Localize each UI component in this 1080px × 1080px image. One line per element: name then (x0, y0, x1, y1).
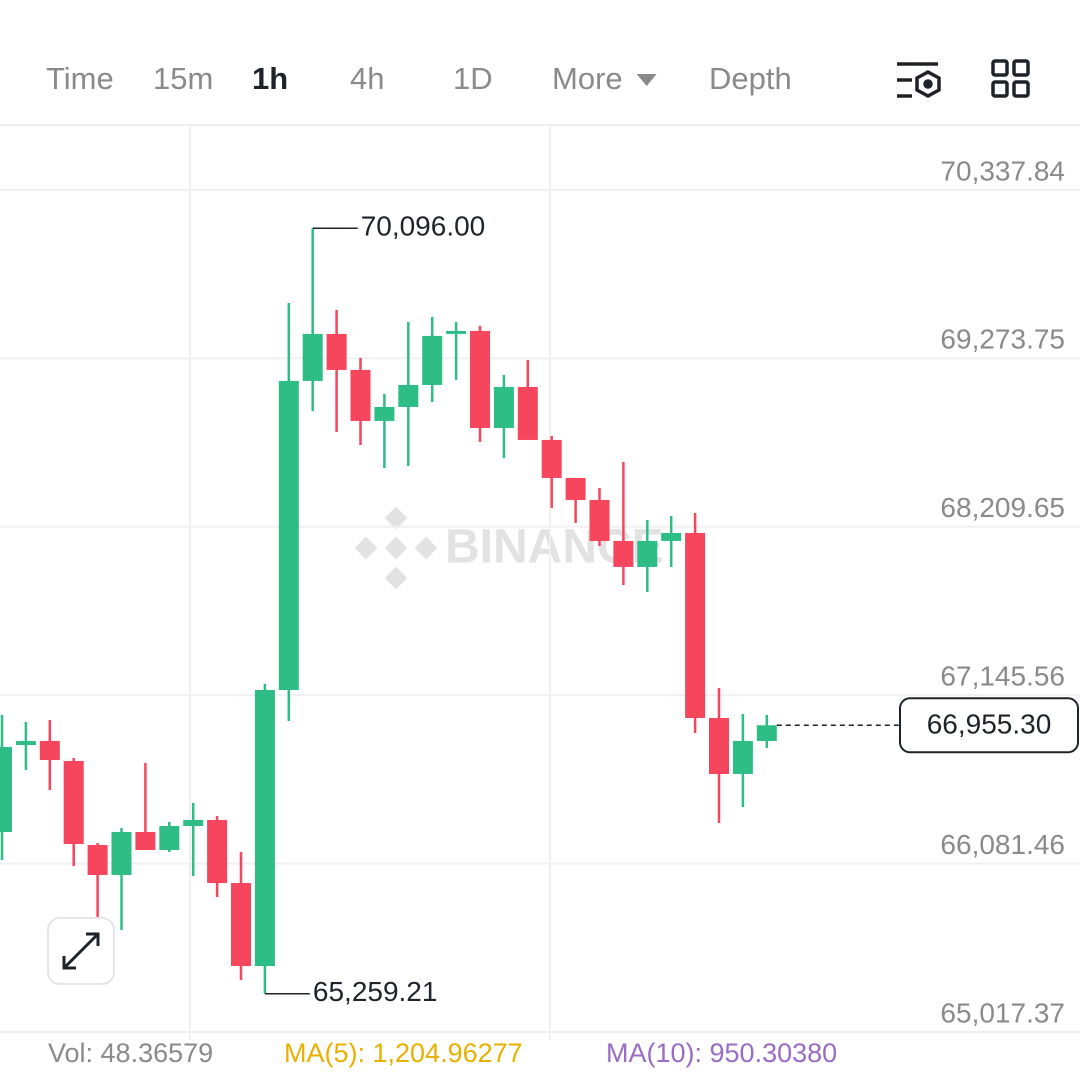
candle-body (541, 439, 562, 478)
candle-body (87, 844, 108, 876)
y-tick-label: 68,209.65 (940, 492, 1065, 523)
candle-body (398, 384, 419, 407)
timeframe-tab[interactable]: Depth (709, 61, 792, 96)
y-tick-label: 67,145.56 (940, 661, 1065, 692)
timeframe-tab[interactable]: More (552, 61, 623, 96)
candle-body (517, 386, 538, 440)
candle-body (231, 883, 251, 967)
candle-body (15, 740, 36, 745)
timeframe-tab[interactable]: 4h (350, 61, 384, 96)
timeframe-tab[interactable]: 1h (252, 61, 288, 96)
vol-label: Vol: 48.36579 (48, 1038, 213, 1068)
current-price-label: 66,955.30 (927, 709, 1052, 740)
y-tick-label: 69,273.75 (940, 324, 1065, 355)
candle-body (470, 330, 490, 428)
candle-body (159, 826, 180, 850)
timeframe-tab[interactable]: Time (46, 61, 114, 96)
candle-body (661, 532, 682, 541)
candle-body (374, 406, 395, 421)
timeframe-tab[interactable]: 15m (153, 61, 213, 96)
candle-body (613, 540, 634, 567)
timeframe-tab[interactable]: 1D (453, 61, 493, 96)
candle-body (111, 832, 132, 876)
settings-icon[interactable] (897, 62, 941, 98)
max-label: 70,096.00 (361, 211, 486, 242)
candle-body (756, 725, 777, 741)
candle-body (589, 499, 610, 541)
candle-body (183, 819, 204, 827)
candle-body (709, 717, 729, 774)
candle-body (135, 832, 156, 850)
layout-icon[interactable] (991, 59, 1030, 98)
candle-body (302, 333, 323, 381)
y-tick-label: 70,337.84 (940, 155, 1065, 186)
current-price-box (899, 697, 1079, 754)
candle-body (0, 746, 12, 833)
candle-body (493, 386, 514, 428)
y-tick-label: 66,081.46 (940, 829, 1065, 860)
candle-body (685, 532, 706, 718)
y-tick-label: 65,017.37 (940, 997, 1065, 1028)
candle-body (278, 380, 299, 690)
candle-body (39, 740, 60, 760)
candle-body (350, 369, 371, 421)
candle-body (254, 689, 275, 967)
candle-body (565, 477, 586, 500)
candle-body (207, 819, 228, 884)
ma5-label: MA(5): 1,204.96277 (284, 1038, 523, 1068)
min-label: 65,259.21 (313, 976, 438, 1007)
candle-body (732, 740, 753, 774)
candle-body (326, 333, 347, 370)
ma10-label: MA(10): 950.30380 (606, 1038, 837, 1068)
fullscreen-button[interactable] (47, 917, 115, 985)
candle-body (446, 330, 467, 334)
candle-body (637, 540, 658, 567)
candle-body (63, 760, 84, 844)
dropdown-arrow (636, 74, 657, 86)
candle-body (422, 335, 443, 385)
